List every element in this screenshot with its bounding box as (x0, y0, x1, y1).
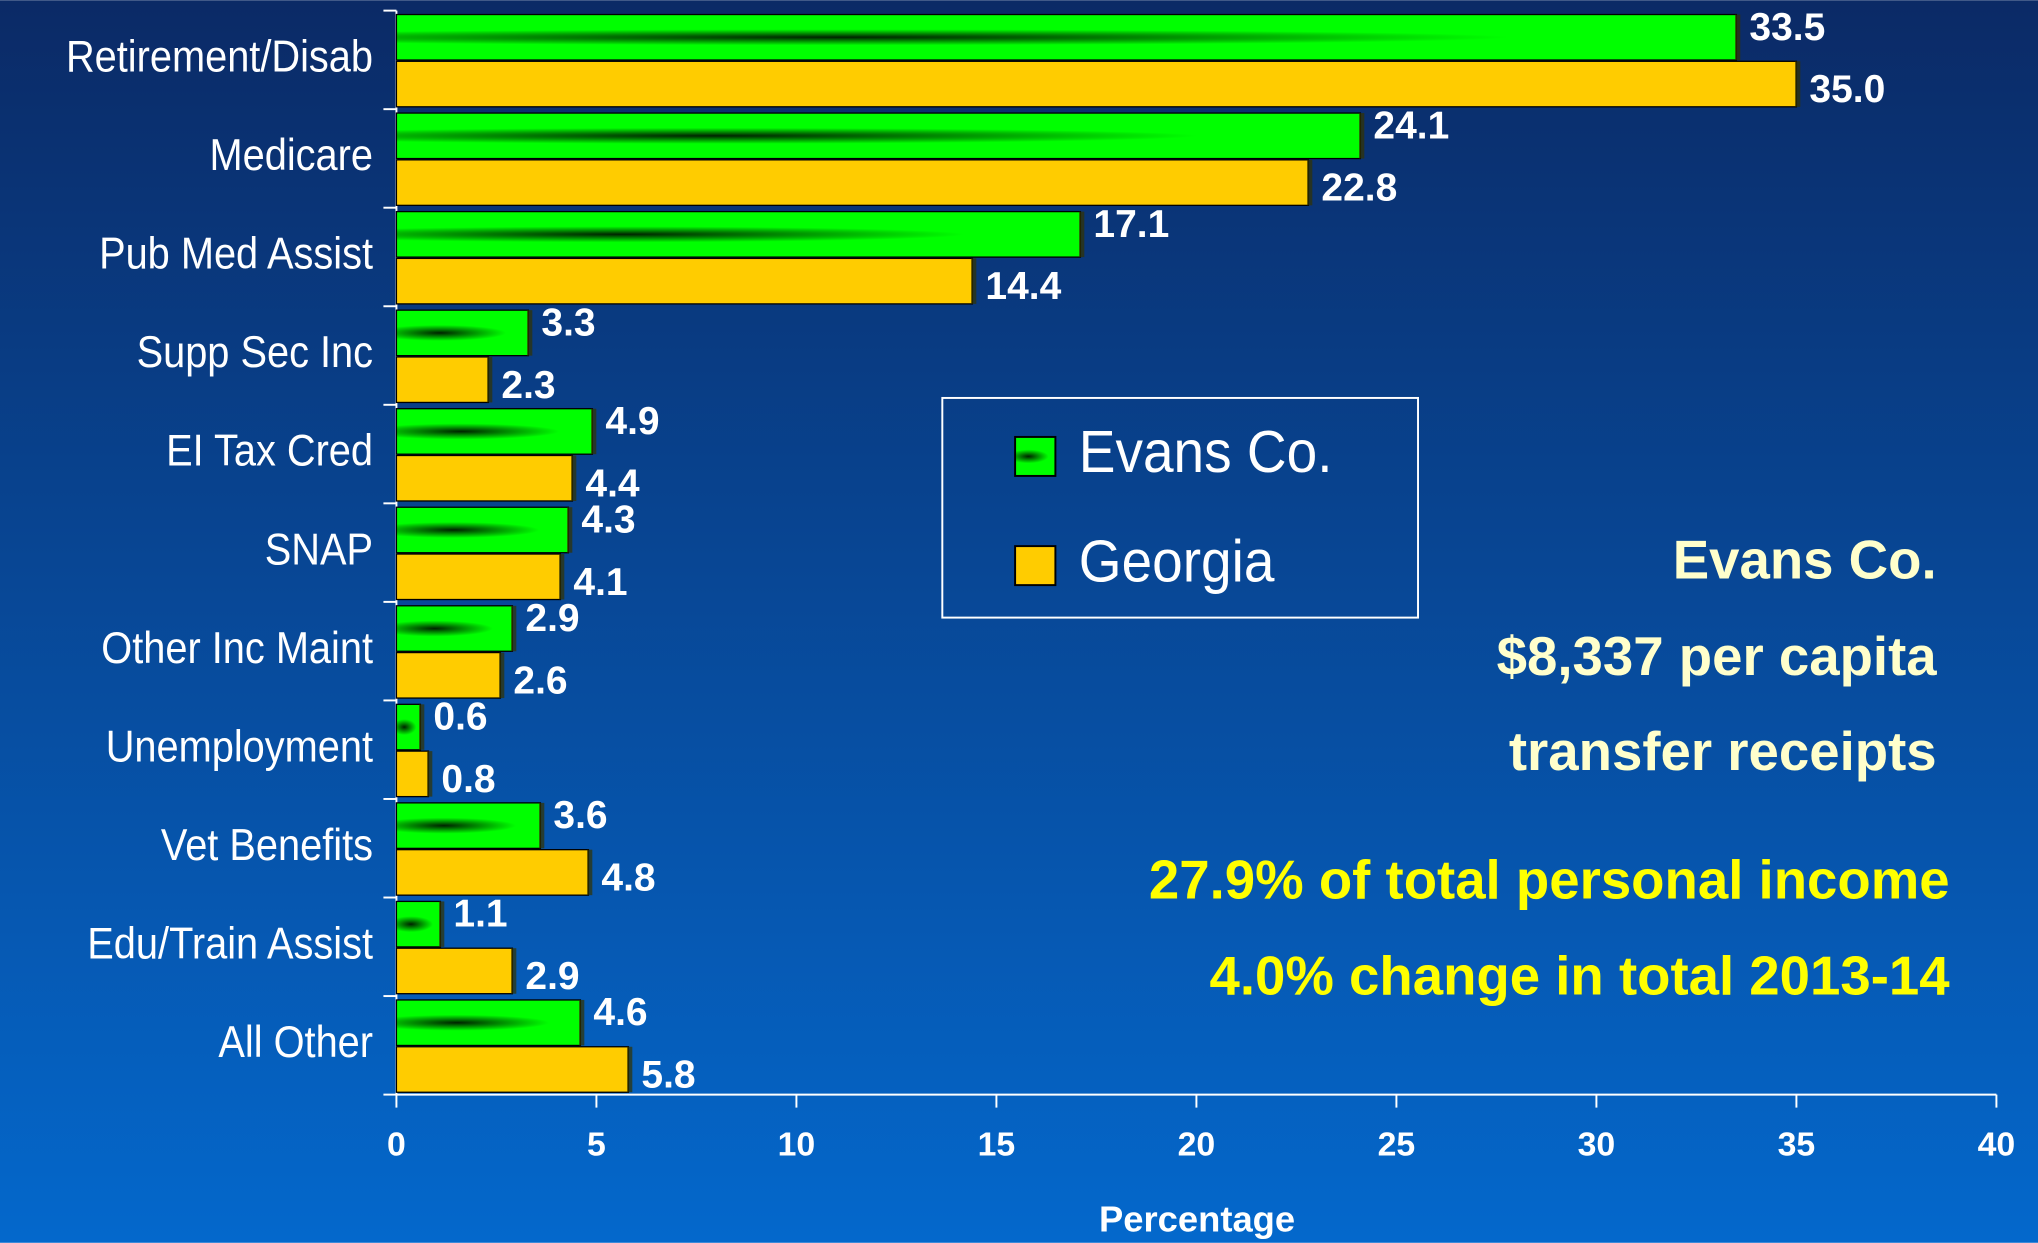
annotation: $8,337 per capita (1497, 626, 1938, 687)
bar (395, 210, 1082, 258)
annotation: 4.0% change in total 2013-14 (1209, 946, 1950, 1007)
legend-label: Georgia (1079, 528, 1275, 595)
data-label: 3.6 (553, 794, 607, 837)
data-label: 0.6 (433, 696, 487, 739)
x-tick-label: 40 (1978, 1126, 2016, 1164)
data-label: 2.3 (501, 364, 555, 407)
bar-edge (591, 408, 597, 455)
x-tick-label: 30 (1578, 1126, 1616, 1164)
x-tick-label: 5 (587, 1126, 606, 1164)
bar (395, 750, 430, 798)
bar (395, 1046, 630, 1093)
data-label: 4.9 (605, 400, 659, 443)
bar (395, 454, 574, 502)
bar (395, 999, 582, 1047)
y-tick-label: Other Inc Maint (101, 623, 373, 672)
x-axis-label: Percentage (1099, 1199, 1295, 1240)
y-tick-label: Vet Benefits (161, 820, 373, 869)
bar (395, 703, 422, 751)
bar (395, 802, 542, 850)
bar-edge (1079, 211, 1085, 258)
y-tick-label: Edu/Train Assist (87, 919, 373, 968)
data-label: 4.1 (573, 561, 627, 604)
bar (395, 900, 442, 948)
bar-edge (439, 901, 445, 947)
annotation: 27.9% of total personal income (1149, 849, 1950, 910)
y-tick-label: SNAP (265, 524, 373, 573)
data-label: 5.8 (641, 1054, 695, 1097)
y-tick-label: EI Tax Cred (166, 426, 373, 475)
y-tick-label: Medicare (210, 130, 373, 179)
data-label: 22.8 (1321, 167, 1397, 210)
bar (395, 947, 514, 995)
annotation: Evans Co. (1673, 530, 1937, 591)
bar-edge (499, 652, 505, 699)
bar-edge (1307, 159, 1313, 206)
bar (395, 13, 1738, 61)
bar (395, 651, 502, 699)
x-tick-label: 20 (1178, 1126, 1216, 1164)
legend-box (941, 396, 1419, 619)
bar (395, 408, 594, 455)
x-tick-label: 0 (387, 1126, 406, 1164)
y-tick-label: All Other (218, 1017, 373, 1066)
y-tick-label: Retirement/Disab (66, 32, 373, 81)
data-label: 3.3 (541, 301, 595, 344)
bar-edge (539, 802, 545, 849)
bar-edge (511, 605, 517, 652)
bar (395, 506, 570, 554)
legend-swatch (1014, 435, 1057, 477)
x-tick-label: 15 (978, 1126, 1016, 1164)
data-label: 4.8 (601, 857, 655, 900)
x-tick-label: 25 (1378, 1126, 1416, 1164)
bar-edge (511, 948, 517, 994)
bar-edge (587, 849, 593, 896)
bar (395, 159, 1310, 206)
bar-edge (571, 455, 577, 501)
legend-label: Evans Co. (1079, 419, 1333, 486)
y-tick-label: Supp Sec Inc (137, 327, 373, 376)
data-label: 1.1 (453, 893, 507, 936)
bar-edge (559, 554, 565, 600)
bar (395, 605, 514, 652)
bar-edge (419, 704, 425, 750)
bar-edge (427, 751, 433, 797)
data-label: 14.4 (985, 265, 1061, 308)
bar (395, 356, 490, 404)
x-tick-label: 35 (1778, 1126, 1816, 1164)
data-label: 4.6 (593, 991, 647, 1034)
data-label: 2.6 (513, 659, 567, 702)
bar-edge (627, 1046, 633, 1093)
bar (395, 553, 562, 601)
y-tick-label: Pub Med Assist (99, 229, 373, 278)
bar (395, 60, 1798, 108)
data-label: 24.1 (1373, 104, 1449, 147)
bar (395, 257, 974, 305)
bar-edge (567, 507, 573, 553)
data-label: 2.9 (525, 597, 579, 640)
data-label: 35.0 (1809, 68, 1885, 111)
data-label: 4.3 (581, 498, 635, 541)
y-tick-label: Unemployment (106, 721, 374, 770)
legend-swatch (1014, 545, 1057, 587)
data-label: 0.8 (441, 758, 495, 801)
annotation: transfer receipts (1509, 721, 1937, 782)
bar-edge (1359, 113, 1365, 159)
bar (395, 112, 1362, 160)
bar (395, 849, 590, 896)
bar-edge (1795, 61, 1801, 107)
bar-edge (579, 999, 585, 1046)
data-label: 2.9 (525, 955, 579, 998)
data-label: 33.5 (1749, 6, 1825, 49)
bar-edge (1735, 14, 1741, 61)
bar (395, 309, 530, 357)
bar-edge (971, 258, 977, 304)
bar-edge (527, 310, 533, 356)
data-label: 17.1 (1093, 203, 1169, 246)
data-label: 4.4 (585, 462, 640, 505)
x-tick-label: 10 (778, 1126, 816, 1164)
bar-edge (487, 356, 493, 403)
